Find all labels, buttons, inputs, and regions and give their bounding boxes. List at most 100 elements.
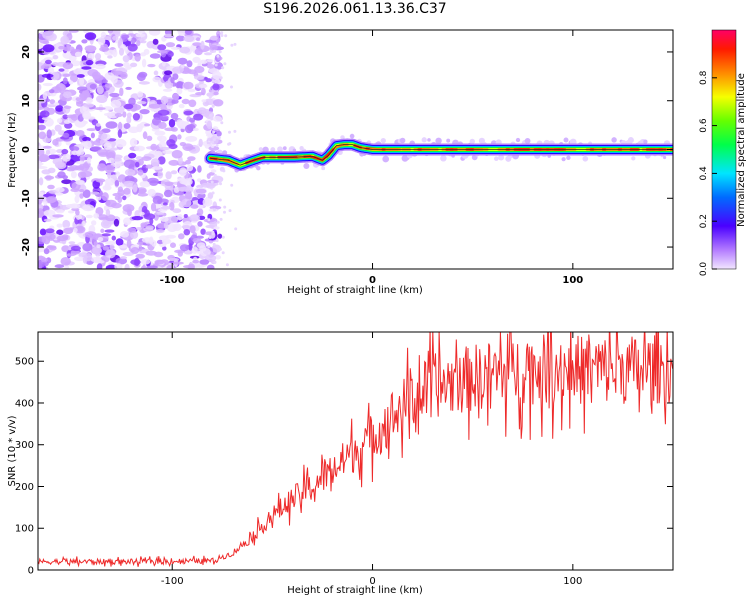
noise-blob [188,100,196,108]
noise-blob [199,205,204,209]
noise-blob [86,215,93,218]
noise-blob [185,125,193,133]
noise-blob [47,185,55,190]
noise-blob [39,177,43,185]
ridge-halo-dot [525,138,531,144]
noise-blob [115,113,123,117]
noise-blob [101,32,106,38]
noise-blob [76,130,85,136]
noise-blob [197,221,202,227]
noise-blob [112,49,117,57]
noise-blob [82,204,94,211]
noise-blob [165,171,171,179]
ridge-halo-dot [631,156,635,160]
noise-dot [219,50,222,53]
noise-blob [63,228,73,234]
noise-blob [184,229,191,235]
noise-blob [153,39,159,45]
noise-blob [159,147,170,150]
noise-blob [213,99,223,106]
noise-blob [133,113,140,121]
noise-dot [230,86,233,89]
noise-blob [152,166,162,170]
noise-blob [45,60,52,64]
noise-blob [154,71,159,76]
noise-blob [60,36,69,45]
noise-blob [60,257,70,266]
noise-blob [55,264,65,268]
noise-blob [43,146,52,149]
noise-blob [107,112,112,119]
noise-blob [115,63,124,67]
noise-blob [41,65,45,69]
noise-blob [185,136,197,142]
noise-blob [193,128,199,131]
noise-dot [227,143,230,146]
noise-blob [98,37,106,46]
noise-blob [156,212,164,215]
noise-dot [226,263,229,266]
ridge-halo-dot [259,147,263,151]
noise-blob [147,136,153,141]
noise-blob [160,217,169,222]
noise-dot [217,221,220,224]
noise-blob [178,233,185,239]
noise-blob [105,241,116,245]
noise-blob [154,131,165,136]
colorbar: 0.00.20.40.60.8 Normalized spectral ampl… [699,30,747,276]
noise-blob [128,153,136,159]
noise-blob [90,191,100,194]
noise-blob [201,99,206,102]
noise-blob [178,58,188,65]
noise-blob [103,221,109,226]
noise-dot [220,218,223,221]
noise-dot [209,96,212,99]
noise-dot [219,199,222,202]
ridge-halo-dot [643,140,647,144]
noise-blob [62,175,68,179]
noise-blob [44,118,54,127]
noise-dot [209,236,212,239]
noise-blob [47,129,52,138]
noise-blob [199,139,203,147]
noise-blob [149,104,161,109]
y-tick-label: -10 [21,189,32,207]
noise-blob [207,59,214,62]
noise-blob [76,161,85,164]
noise-blob [42,74,54,78]
ridge-halo-dot [382,156,389,163]
noise-blob [190,204,198,208]
noise-blob [183,178,193,185]
noise-dot [212,80,215,83]
noise-blob [94,64,106,70]
noise-blob [168,144,177,149]
noise-blob [93,213,99,219]
noise-blob [133,184,138,192]
ridge-halo-dot [611,137,616,142]
noise-blob [83,121,88,124]
noise-blob [118,129,122,138]
y-tick-label: 500 [15,357,34,368]
noise-blob [83,103,94,107]
noise-blob [187,165,193,172]
noise-dot [210,118,213,121]
noise-blob [123,188,130,195]
noise-blob [63,62,74,69]
ridge-halo-dot [566,156,570,160]
noise-blob [177,120,186,129]
noise-blob [115,180,120,187]
noise-blob [178,187,190,192]
noise-blob [46,150,50,155]
noise-blob [67,253,72,256]
noise-blob [52,62,59,66]
noise-blob [57,118,62,123]
noise-blob [213,92,218,96]
noise-blob [128,127,139,134]
noise-blob [194,66,204,73]
noise-blob [36,161,42,169]
noise-blob [63,133,70,138]
noise-dot [215,64,218,67]
noise-blob [188,89,196,93]
